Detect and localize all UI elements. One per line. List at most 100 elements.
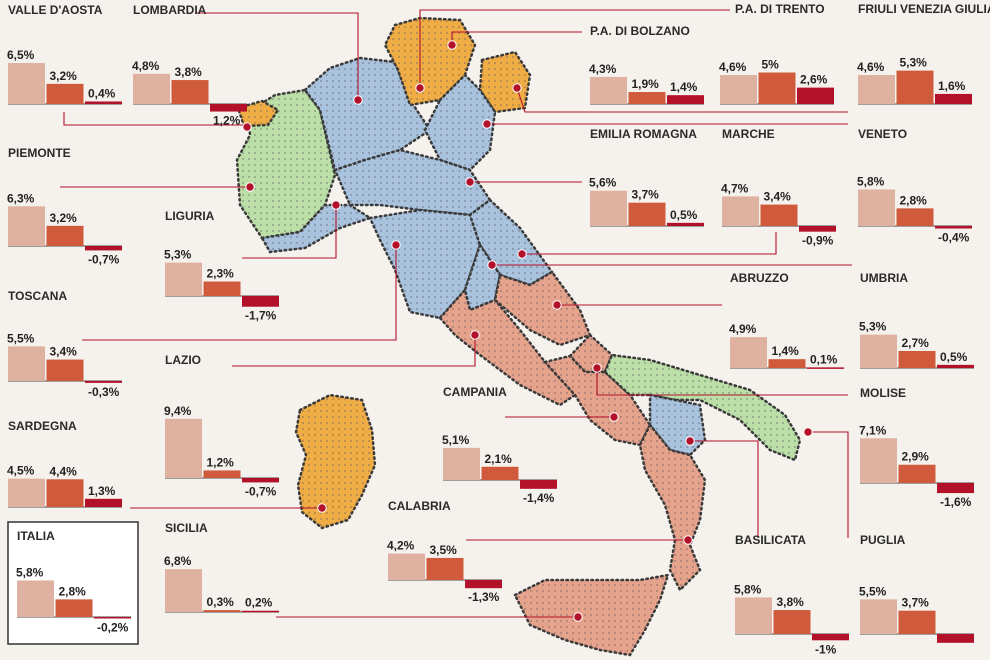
value-label-italia-1: 5,8% bbox=[16, 565, 44, 579]
region-label: PUGLIA bbox=[860, 533, 906, 547]
region-label: SARDEGNA bbox=[8, 419, 77, 433]
value-label-veneto-2: 2,8% bbox=[900, 193, 928, 207]
value-label-piemonte-2: 3,2% bbox=[50, 211, 78, 225]
bar-basilicata-1 bbox=[735, 597, 772, 634]
value-label-sicilia-2: 0,3% bbox=[207, 595, 235, 609]
panel-basilicata: BASILICATA 5,8% 3,8% -1% bbox=[734, 533, 849, 656]
bar-liguria-2 bbox=[203, 281, 241, 296]
value-label-marche-2: 3,4% bbox=[764, 190, 792, 204]
region-label: SICILIA bbox=[165, 521, 208, 535]
bar-piemonte-2 bbox=[46, 225, 84, 246]
value-label-sicilia-3: 0,2% bbox=[245, 596, 273, 610]
bar-sardegna-2 bbox=[46, 479, 84, 507]
value-label-lombardia-2: 3,8% bbox=[175, 65, 203, 79]
bar-toscana-3 bbox=[85, 381, 122, 383]
map-region-sicilia-texture bbox=[515, 575, 668, 655]
bar-toscana-1 bbox=[8, 346, 45, 381]
bar-lazio-2 bbox=[203, 470, 241, 478]
panel-sicilia: SICILIA 6,8% 0,3% 0,2% bbox=[164, 521, 279, 613]
panel-umbria: UMBRIA 5,3% 2,7% 0,5% bbox=[859, 271, 974, 369]
bar-emilia-romagna-1 bbox=[590, 190, 627, 226]
bar-piemonte-3 bbox=[85, 246, 122, 251]
panel-friuli-venezia-giulia: FRIULI VENEZIA GIULIA 4,6% 5,3% 1,6% bbox=[857, 2, 990, 105]
value-label-p-a-di-trento-2: 5% bbox=[762, 58, 780, 72]
map-marker-puglia bbox=[803, 427, 813, 437]
panel-valle-d-aosta: VALLE D'AOSTA 6,5% 3,2% 0,4% bbox=[7, 3, 122, 105]
leader-line-friuli-venezia-giulia bbox=[516, 87, 848, 113]
leader-line-lombardia bbox=[195, 12, 359, 100]
bar-abruzzo-3 bbox=[807, 367, 844, 369]
bar-calabria-1 bbox=[388, 553, 425, 580]
value-label-basilicata-1: 5,8% bbox=[734, 582, 762, 596]
value-label-abruzzo-1: 4,9% bbox=[729, 322, 757, 336]
region-label: TOSCANA bbox=[8, 289, 67, 303]
value-label-emilia-romagna-3: 0,5% bbox=[670, 208, 698, 222]
map-region-puglia-texture bbox=[605, 355, 800, 460]
bar-basilicata-2 bbox=[773, 610, 811, 634]
map-region-toscana-texture bbox=[370, 210, 480, 318]
map-marker-liguria bbox=[331, 200, 341, 210]
panel-marche: MARCHE 4,7% 3,4% -0,9% bbox=[721, 127, 836, 248]
bar-italia-1 bbox=[17, 580, 54, 617]
panel-lazio: LAZIO 9,4% 1,2% -0,7% bbox=[164, 353, 279, 498]
value-label-puglia-1: 5,5% bbox=[859, 584, 887, 598]
map-marker-campania bbox=[609, 412, 619, 422]
panel-emilia-romagna: EMILIA ROMAGNA 5,6% 3,7% 0,5% bbox=[589, 127, 704, 227]
bar-liguria-1 bbox=[165, 262, 202, 296]
leader-line-valle-d-aosta bbox=[63, 112, 247, 126]
leader-line-basilicata bbox=[690, 440, 759, 538]
value-label-lombardia-3: 1,2% bbox=[213, 114, 241, 128]
region-label: P.A. DI TRENTO bbox=[735, 2, 825, 16]
value-label-veneto-3: -0,4% bbox=[938, 231, 970, 245]
map-marker-sicilia bbox=[573, 612, 583, 622]
leader-line-lazio bbox=[232, 335, 476, 367]
panel-liguria: LIGURIA 5,3% 2,3% -1,7% bbox=[164, 209, 279, 323]
bar-p-a-di-trento-1 bbox=[720, 75, 757, 104]
leader-line-molise bbox=[596, 368, 848, 396]
region-label: LAZIO bbox=[165, 353, 201, 367]
bar-toscana-2 bbox=[46, 359, 84, 381]
bar-sardegna-3 bbox=[85, 498, 122, 507]
map-marker-lazio bbox=[470, 330, 480, 340]
map-region-lombardia-texture bbox=[305, 58, 430, 170]
value-label-p-a-di-bolzano-2: 1,9% bbox=[632, 77, 660, 91]
value-label-abruzzo-3: 0,1% bbox=[810, 352, 838, 366]
value-label-molise-3: -1,6% bbox=[940, 495, 972, 509]
value-label-friuli-venezia-giulia-3: 1,6% bbox=[938, 79, 966, 93]
map-marker-emilia-romagna bbox=[465, 177, 475, 187]
region-label: BASILICATA bbox=[735, 533, 806, 547]
value-label-liguria-2: 2,3% bbox=[207, 267, 235, 281]
bar-lombardia-2 bbox=[171, 80, 209, 104]
bar-campania-3 bbox=[520, 480, 557, 489]
map-region-abruzzo-texture bbox=[495, 272, 590, 345]
italia-box bbox=[7, 521, 139, 645]
map-region-umbria-texture bbox=[465, 245, 500, 310]
map-region-friuli-texture bbox=[480, 52, 530, 112]
bar-valle-d-aosta-1 bbox=[8, 63, 45, 104]
map-region-valle-daosta-texture bbox=[238, 101, 278, 126]
map-region-molise-texture bbox=[570, 335, 612, 372]
panel-abruzzo: ABRUZZO 4,9% 1,4% 0,1% bbox=[729, 271, 844, 369]
region-label: ITALIA bbox=[17, 529, 55, 543]
panel-italia: ITALIA 5,8% 2,8% -0,2% bbox=[7, 521, 139, 645]
chart-panels: VALLE D'AOSTA 6,5% 3,2% 0,4% LOMBARDIA 4,8% 3,… bbox=[7, 2, 990, 656]
value-label-toscana-2: 3,4% bbox=[50, 345, 78, 359]
region-label: VALLE D'AOSTA bbox=[8, 3, 103, 17]
region-label: MOLISE bbox=[860, 386, 906, 400]
value-label-toscana-3: -0,3% bbox=[88, 385, 120, 399]
map-marker-friuli-venezia-giulia bbox=[512, 83, 522, 93]
panel-lombardia: LOMBARDIA 4,8% 3,8% 1,2% bbox=[132, 3, 247, 128]
bar-emilia-romagna-3 bbox=[667, 222, 704, 226]
value-label-p-a-di-trento-1: 4,6% bbox=[719, 60, 747, 74]
value-label-valle-d-aosta-2: 3,2% bbox=[50, 69, 78, 83]
map-marker-valle-d-aosta bbox=[242, 122, 252, 132]
bar-valle-d-aosta-2 bbox=[46, 83, 84, 104]
bar-veneto-1 bbox=[858, 189, 895, 226]
region-label: LIGURIA bbox=[165, 209, 215, 223]
map-marker-lombardia bbox=[353, 95, 363, 105]
bar-lazio-1 bbox=[165, 418, 202, 478]
panel-veneto: VENETO 5,8% 2,8% -0,4% bbox=[857, 127, 972, 245]
value-label-sardegna-2: 4,4% bbox=[50, 464, 78, 478]
value-label-liguria-3: -1,7% bbox=[245, 309, 277, 323]
